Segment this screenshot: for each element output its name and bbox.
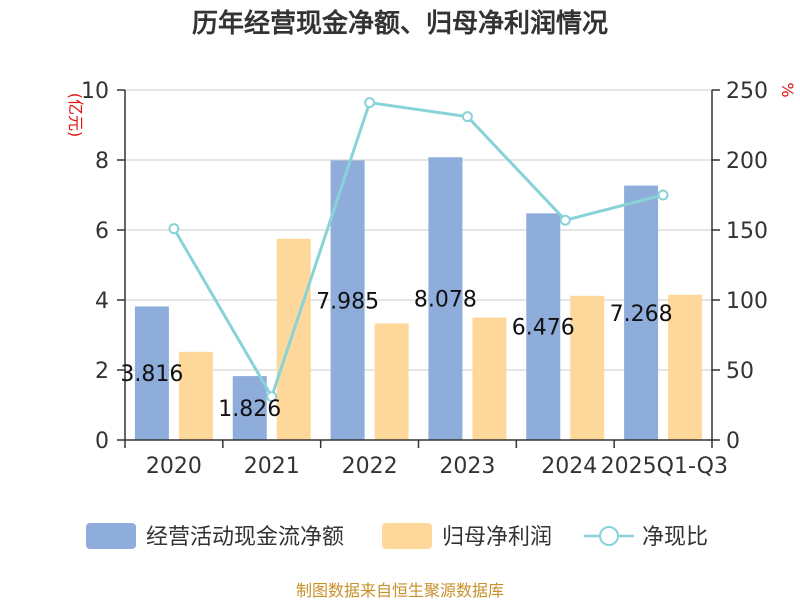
bar-marks: [134, 157, 703, 440]
legend-marker: [599, 526, 619, 546]
left-tick-label: 6: [95, 219, 109, 244]
line-point: [168, 223, 180, 235]
left-tick-label: 10: [81, 79, 109, 104]
right-axis-unit: %: [778, 82, 797, 97]
legend-label: 净现比: [642, 525, 708, 550]
right-tick-label: 50: [726, 359, 754, 384]
series-line: [172, 100, 664, 401]
x-tick-label: 2024: [541, 454, 597, 479]
chart-title: 历年经营现金净额、归母净利润情况: [192, 8, 608, 39]
bar-cashflow: [624, 185, 659, 440]
right-tick-label: 0: [726, 429, 740, 454]
left-tick-label: 0: [95, 429, 109, 454]
bar-cashflow: [526, 213, 561, 440]
bar-data-label: 8.078: [414, 288, 477, 313]
bar-data-label: 7.985: [316, 289, 379, 314]
bar-data-label: 1.826: [218, 397, 281, 422]
left-tick-label: 8: [95, 149, 109, 174]
bar-data-label: 3.816: [120, 362, 183, 387]
right-tick-label: 100: [726, 289, 768, 314]
left-tick-label: 4: [95, 289, 109, 314]
left-tick-label: 2: [95, 359, 109, 384]
legend-swatch: [382, 523, 432, 549]
bar-cashflow: [134, 306, 169, 440]
bar-data-label: 7.268: [610, 302, 673, 327]
x-tick-label: 2021: [244, 454, 300, 479]
bar-netprofit: [472, 317, 507, 440]
left-axis-unit: (亿元): [66, 93, 85, 138]
line-point: [364, 97, 376, 109]
bar-cashflow: [232, 376, 267, 440]
right-tick-label: 250: [726, 79, 768, 104]
legend-label: 经营活动现金流净额: [146, 525, 344, 550]
legend: 经营活动现金流净额 归母净利润 净现比: [86, 523, 708, 550]
gridlines: [125, 89, 712, 371]
line-point: [657, 189, 669, 201]
legend-swatch: [86, 523, 136, 549]
source-note: 制图数据来自恒生聚源数据库: [296, 581, 504, 600]
line-point: [461, 111, 473, 123]
x-tick-label: 2025Q1-Q3: [601, 454, 728, 479]
bar-cashflow: [428, 157, 463, 440]
line-marks: [168, 97, 669, 403]
x-tick-label: 2022: [342, 454, 398, 479]
data-labels: 3.816 1.826 7.985 8.078 6.476 7.268: [120, 288, 672, 422]
bar-netprofit: [178, 351, 213, 440]
right-tick-label: 200: [726, 149, 768, 174]
bar-netprofit: [570, 295, 605, 440]
bar-netprofit: [374, 323, 409, 440]
x-tick-label: 2023: [439, 454, 495, 479]
legend-label: 归母净利润: [442, 525, 552, 550]
right-tick-label: 150: [726, 219, 768, 244]
x-tick-label: 2020: [146, 454, 202, 479]
line-point: [559, 214, 571, 226]
bar-data-label: 6.476: [512, 316, 575, 341]
bar-netprofit: [668, 294, 703, 440]
bar-netprofit: [276, 238, 311, 440]
line-point: [266, 391, 278, 403]
